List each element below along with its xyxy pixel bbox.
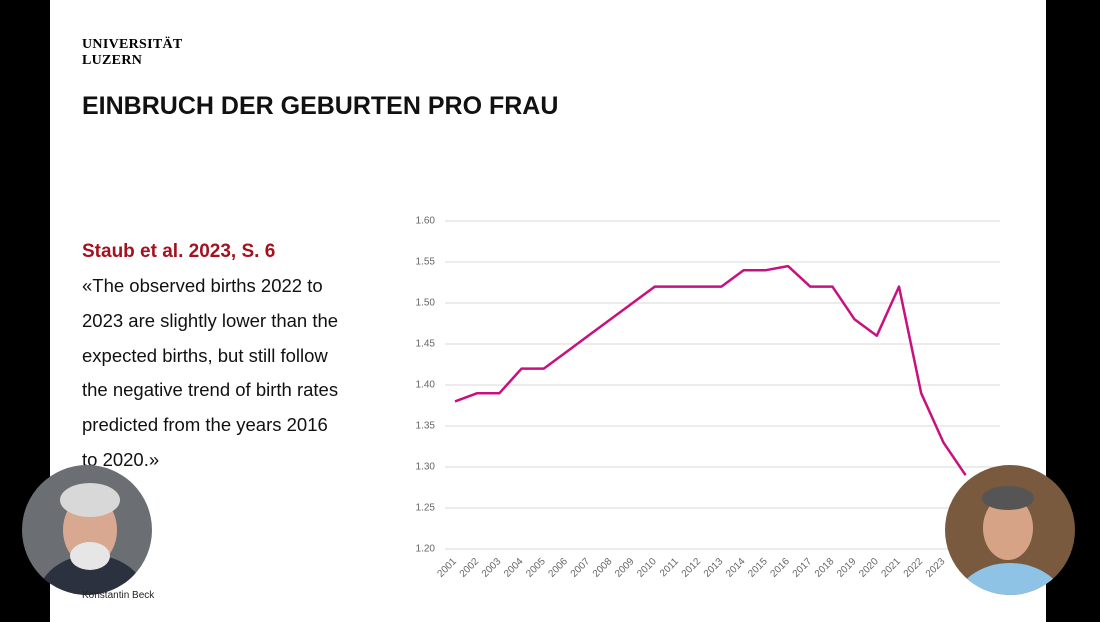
slide-title: EINBRUCH DER GEBURTEN PRO FRAU xyxy=(82,92,559,120)
y-tick-label: 1.55 xyxy=(416,257,436,268)
speaker-name: Konstantin Beck xyxy=(82,590,155,601)
quote-line: the negative trend of birth rates xyxy=(82,379,339,401)
video-right xyxy=(945,465,1075,595)
quote-line: expected births, but still follow xyxy=(82,344,328,366)
y-tick-label: 1.20 xyxy=(416,544,436,555)
video-left xyxy=(22,465,152,595)
y-tick-label: 1.30 xyxy=(416,462,436,473)
quote-line: 2023 are slightly lower than the xyxy=(82,309,339,331)
logo-line: UNIVERSITÄT xyxy=(82,37,183,52)
source: Staub et al. 2023, S. 6 xyxy=(82,241,276,262)
data-line xyxy=(454,264,967,476)
y-tick-label: 1.45 xyxy=(416,339,436,350)
logo-line: LUZERN xyxy=(82,53,143,68)
y-tick-label: 1.50 xyxy=(416,298,436,309)
quote-line: predicted from the years 2016 xyxy=(82,414,328,436)
y-tick-label: 1.40 xyxy=(416,380,436,391)
y-tick-label: 1.35 xyxy=(416,421,436,432)
quote-line: to 2020.» xyxy=(82,449,160,470)
slide: UNIVERSITÄT LUZERN EINBRUCH DER GEBURTEN… xyxy=(50,0,1046,622)
y-tick-label: 1.25 xyxy=(416,503,436,514)
quote-line: «The observed births 2022 to xyxy=(82,275,323,296)
y-tick-label: 1.60 xyxy=(416,216,436,227)
